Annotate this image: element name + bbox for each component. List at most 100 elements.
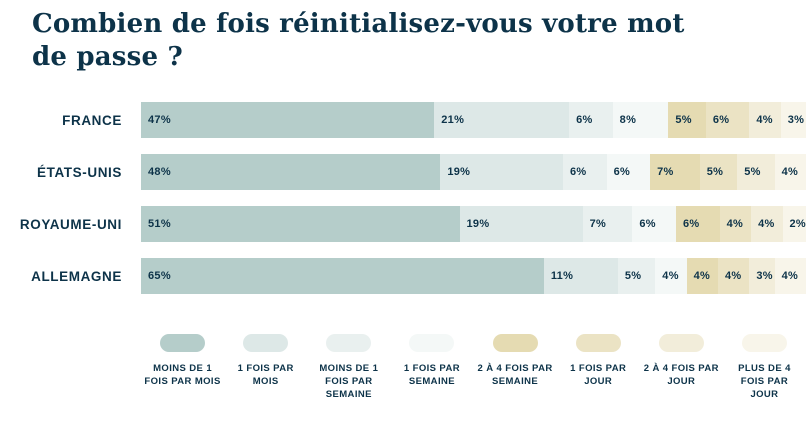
segment-value-label: 5% <box>675 114 692 126</box>
bar-segment: 4% <box>718 258 750 294</box>
bar-segment: 5% <box>617 258 656 294</box>
category-label: ALLEMAGNE <box>31 268 122 284</box>
segment-value-label: 51% <box>148 218 171 230</box>
segment-value-label: 47% <box>148 114 171 126</box>
segment-value-label: 65% <box>148 270 171 282</box>
legend-label: PLUS DE 4 FOIS PAR JOUR <box>738 363 791 400</box>
bar-segment: 6% <box>606 154 651 190</box>
category-label: ÉTATS-UNIS <box>37 164 122 180</box>
bar-segment: 4% <box>749 102 781 138</box>
segment-value-label: 5% <box>744 166 761 178</box>
segment-value-label: 6% <box>712 114 730 126</box>
bar-segment: 48% <box>141 154 441 190</box>
segment-value-label: 7% <box>657 166 674 178</box>
bar-row: ROYAUME-UNI 51% 19% 7% 6% 6% 4% 4% 2% <box>0 206 806 242</box>
segment-value-label: 48% <box>148 166 171 178</box>
legend-item: 1 FOIS PAR SEMAINE <box>390 334 473 401</box>
chart-rows: FRANCE 47% 21% 6% 8% 5% 6% 4% 3% ÉTATS-UNIS 48% 19%… <box>0 102 806 294</box>
bar-row: ÉTATS-UNIS 48% 19% 6% 6% 7% 5% 5% 4% <box>0 154 806 190</box>
bar-segment: 4% <box>751 206 783 242</box>
legend-swatch <box>326 334 372 352</box>
segment-value-label: 4% <box>725 270 742 282</box>
segment-value-label: 4% <box>758 218 775 230</box>
chart-legend: MOINS DE 1 FOIS PAR MOIS 1 FOIS PAR MOIS M… <box>141 334 806 401</box>
password-reset-survey-chart: Combien de fois réinitialisez-vous votre… <box>0 8 806 427</box>
segment-value-label: 21% <box>441 114 465 126</box>
legend-item: 2 À 4 FOIS PAR SEMAINE <box>474 334 557 401</box>
legend-swatch <box>243 334 289 352</box>
bar-segment: 2% <box>782 206 806 242</box>
bar-row: FRANCE 47% 21% 6% 8% 5% 6% 4% 3% <box>0 102 806 138</box>
segment-value-label: 2% <box>789 218 806 230</box>
segment-value-label: 4% <box>781 270 799 282</box>
bar-segment: 65% <box>141 258 544 294</box>
legend-swatch <box>160 334 206 352</box>
category-label: ROYAUME-UNI <box>19 216 122 232</box>
segment-value-label: 4% <box>756 114 773 126</box>
stacked-bar: 48% 19% 6% 6% 7% 5% 5% 4% <box>141 154 806 190</box>
segment-value-label: 19% <box>466 218 490 230</box>
bar-segment: 4% <box>655 258 687 294</box>
bar-segment: 19% <box>440 154 564 190</box>
legend-item: 1 FOIS PAR JOUR <box>557 334 640 401</box>
segment-value-label: 11% <box>550 270 574 282</box>
legend-item: MOINS DE 1 FOIS PAR SEMAINE <box>307 334 390 401</box>
legend-label: 1 FOIS PAR JOUR <box>570 363 627 387</box>
bar-segment: 11% <box>543 258 618 294</box>
bar-segment: 6% <box>632 206 676 242</box>
bar-segment: 4% <box>719 206 752 242</box>
legend-swatch <box>575 334 621 352</box>
legend-item: 1 FOIS PAR MOIS <box>224 334 307 401</box>
legend-swatch <box>658 334 704 352</box>
segment-value-label: 4% <box>781 166 799 178</box>
bar-segment: 3% <box>780 102 806 138</box>
stacked-bar: 65% 11% 5% 4% 4% 4% 3% 4% <box>141 258 806 294</box>
bar-segment: 6% <box>569 102 613 138</box>
bar-segment: 4% <box>686 258 718 294</box>
segment-value-label: 6% <box>682 218 700 230</box>
segment-value-label: 8% <box>619 114 637 126</box>
segment-value-label: 3% <box>756 270 773 282</box>
segment-value-label: 19% <box>447 166 471 178</box>
bar-segment: 6% <box>563 154 607 190</box>
legend-label: 2 À 4 FOIS PAR SEMAINE <box>477 363 553 387</box>
bar-segment: 5% <box>668 102 706 138</box>
bar-segment: 19% <box>459 206 583 242</box>
category-label: FRANCE <box>62 112 122 128</box>
segment-value-label: 4% <box>693 270 711 282</box>
bar-segment: 4% <box>774 258 806 294</box>
stacked-bar: 47% 21% 6% 8% 5% 6% 4% 3% <box>141 102 806 138</box>
segment-value-label: 4% <box>726 218 744 230</box>
legend-label: MOINS DE 1 FOIS PAR MOIS <box>144 363 221 387</box>
bar-segment: 5% <box>699 154 738 190</box>
segment-value-label: 7% <box>589 218 607 230</box>
segment-value-label: 6% <box>576 114 593 126</box>
bar-segment: 6% <box>675 206 720 242</box>
bar-segment: 21% <box>434 102 570 138</box>
bar-segment: 6% <box>705 102 750 138</box>
legend-label: 1 FOIS PAR SEMAINE <box>403 363 460 387</box>
stacked-bar: 51% 19% 7% 6% 6% 4% 4% 2% <box>141 206 806 242</box>
legend-swatch <box>492 334 538 352</box>
legend-swatch <box>409 334 455 352</box>
bar-row: ALLEMAGNE 65% 11% 5% 4% 4% 4% 3% 4% <box>0 258 806 294</box>
bar-segment: 51% <box>141 206 460 242</box>
legend-item: MOINS DE 1 FOIS PAR MOIS <box>141 334 224 401</box>
bar-segment: 4% <box>774 154 806 190</box>
bar-segment: 8% <box>612 102 669 138</box>
legend-label: 1 FOIS PAR MOIS <box>237 363 294 387</box>
segment-value-label: 6% <box>570 166 587 178</box>
segment-value-label: 6% <box>639 218 656 230</box>
bar-segment: 7% <box>582 206 633 242</box>
legend-swatch <box>741 334 787 352</box>
segment-value-label: 5% <box>706 166 724 178</box>
bar-segment: 5% <box>737 154 775 190</box>
bar-segment: 47% <box>141 102 435 138</box>
segment-value-label: 4% <box>662 270 679 282</box>
legend-item: PLUS DE 4 FOIS PAR JOUR <box>723 334 806 401</box>
segment-value-label: 5% <box>624 270 642 282</box>
bar-segment: 3% <box>749 258 775 294</box>
legend-label: 2 À 4 FOIS PAR JOUR <box>643 363 719 387</box>
segment-value-label: 6% <box>613 166 631 178</box>
bar-segment: 7% <box>650 154 700 190</box>
